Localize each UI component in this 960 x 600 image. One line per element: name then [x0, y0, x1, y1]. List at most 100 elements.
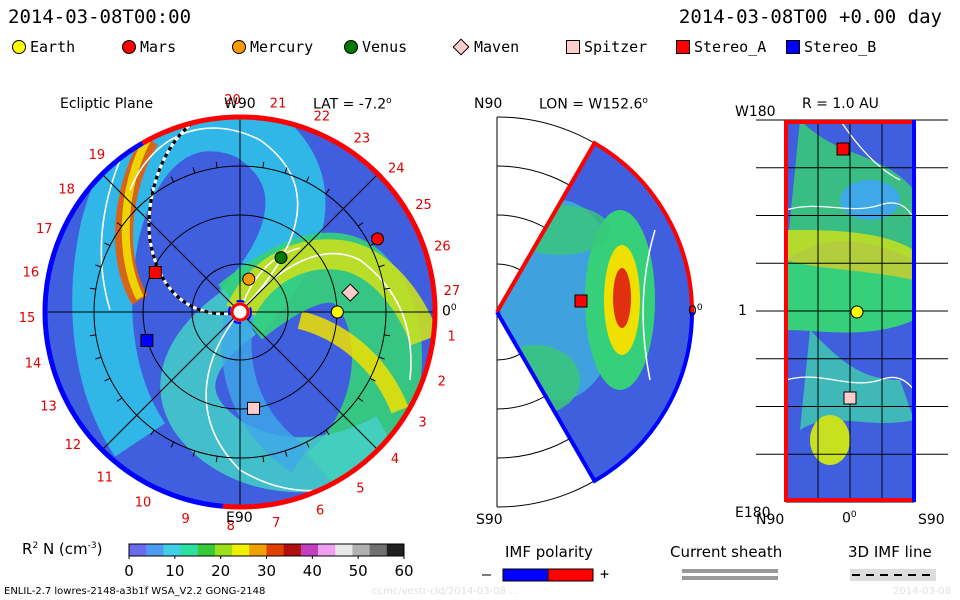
- spiral-tick: [132, 414, 138, 420]
- spiral-tick: [170, 176, 175, 183]
- day-label-14: 14: [25, 356, 42, 371]
- legend-mercury-marker: [232, 40, 246, 54]
- density-arm-4: [226, 239, 435, 346]
- ecliptic-earth-marker: [330, 305, 344, 319]
- day-label-22: 22: [314, 109, 331, 124]
- day-label-10: 10: [135, 496, 152, 511]
- wedge-contour: [642, 229, 656, 381]
- imf-minus-label: –: [482, 565, 492, 583]
- colorbar-label: R2 N (cm-3): [22, 540, 103, 558]
- spiral-tick: [150, 188, 155, 195]
- legend-stereo_a-label: Stereo_A: [694, 38, 767, 56]
- colorbar-tick-label: 40: [303, 562, 322, 580]
- day-label-15: 15: [19, 311, 36, 326]
- meridional-stereo-a-marker: [574, 294, 588, 308]
- colorbar-segment: [283, 544, 302, 556]
- legend-spitzer: Spitzer: [566, 38, 647, 56]
- day-label-23: 23: [354, 131, 371, 146]
- colorbar-segment: [129, 544, 147, 556]
- colorbar-segment: [180, 544, 199, 556]
- spiral-tick: [369, 377, 376, 382]
- ecliptic-spitzer-marker: [247, 401, 261, 415]
- wedge-polarity-edge: [495, 140, 694, 313]
- legend-mars-marker: [122, 40, 136, 54]
- day-label-12: 12: [65, 438, 82, 453]
- day-label-25: 25: [415, 198, 432, 213]
- footer-date: 2014-03-08: [893, 586, 952, 597]
- rect-yellow-blob: [810, 415, 850, 465]
- legend-maven-label: Maven: [474, 38, 520, 56]
- day-label-4: 4: [391, 452, 399, 467]
- day-label-13: 13: [40, 399, 57, 414]
- meridional-top-label: N90: [474, 96, 503, 112]
- day-label-11: 11: [97, 471, 114, 486]
- spiral-tick: [384, 334, 391, 337]
- spiral-tick: [150, 429, 155, 436]
- rect-contours: [786, 120, 914, 391]
- ecliptic-polarity-rim: [42, 114, 438, 510]
- colorbar-tick-label: 10: [165, 562, 184, 580]
- imf-polarity-bar: [502, 568, 594, 582]
- spiral-tick: [192, 167, 196, 174]
- day-label-8: 8: [227, 519, 235, 534]
- density-colorbar: 0 10 20 30 40 50 60: [124, 543, 414, 580]
- spiral-tick: [284, 450, 288, 457]
- colorbar-tick-label: 50: [349, 562, 368, 580]
- legend-earth-label: Earth: [30, 38, 76, 56]
- ecliptic-stereo_a-marker: [148, 266, 162, 280]
- legend-earth: Earth: [12, 38, 75, 56]
- colorbar-segment: [197, 544, 216, 556]
- legend-mercury-label: Mercury: [250, 38, 314, 56]
- imf-polarity-title: IMF polarity: [505, 543, 593, 561]
- imf-line-title: 3D IMF line: [848, 543, 932, 561]
- watermark-footer: ccmc/vestr-cld/2014-03-08 ...: [372, 586, 519, 597]
- rim-positive-arc: [141, 114, 438, 510]
- spiral-tick: [384, 287, 391, 290]
- day-label-17: 17: [36, 222, 53, 237]
- wedge-negative-edge: [495, 311, 694, 484]
- ecliptic-stereo_b-marker: [140, 333, 154, 347]
- spiral-tick: [215, 161, 218, 168]
- current-sheath-title: Current sheath: [670, 543, 783, 561]
- day-label-18: 18: [58, 182, 75, 197]
- colorbar-segment: [318, 544, 336, 556]
- rim-negative-arc: [42, 140, 224, 509]
- ecliptic-mars-marker: [371, 232, 385, 246]
- radial-spitzer-marker: [843, 391, 857, 405]
- wedge-green-upper: [510, 205, 610, 255]
- day-label-5: 5: [356, 482, 364, 497]
- spiral-tick: [342, 414, 348, 420]
- spiral-tick: [325, 188, 330, 195]
- meridional-lon-label: LON = W152.6o: [539, 96, 648, 113]
- spiral-tick: [262, 456, 265, 463]
- colorbar-segment: [369, 544, 388, 556]
- legend-mars-label: Mars: [140, 38, 177, 56]
- radial-x-left: N90: [756, 512, 785, 528]
- colorbar-segment: [146, 544, 164, 556]
- ecliptic-mercury-marker: [242, 272, 256, 286]
- radial-title: R = 1.0 AU: [802, 96, 879, 112]
- current-sheath-swatch: [682, 569, 778, 580]
- spiral-tick: [342, 204, 348, 210]
- rect-teal-lower: [800, 330, 914, 430]
- colorbar-tick-label: 0: [124, 562, 134, 580]
- ecliptic-top-label: W90: [224, 96, 256, 112]
- colorbar-tick-label: 60: [394, 562, 413, 580]
- spiral-tick: [378, 356, 385, 360]
- ecliptic-bottom-label: E90: [226, 510, 253, 526]
- density-arm-8: [221, 308, 309, 473]
- spiral-tick: [305, 441, 310, 448]
- density-arm-3: [160, 289, 404, 493]
- day-label-9: 9: [181, 512, 189, 527]
- colorbar-segment: [352, 544, 371, 556]
- legend-spitzer-marker: [566, 40, 580, 54]
- imf-line-swatch: [850, 569, 936, 581]
- spiral-tick: [104, 242, 111, 247]
- spiral-tick: [305, 176, 310, 183]
- spiral-tick: [170, 441, 175, 448]
- day-label-3: 3: [418, 416, 426, 431]
